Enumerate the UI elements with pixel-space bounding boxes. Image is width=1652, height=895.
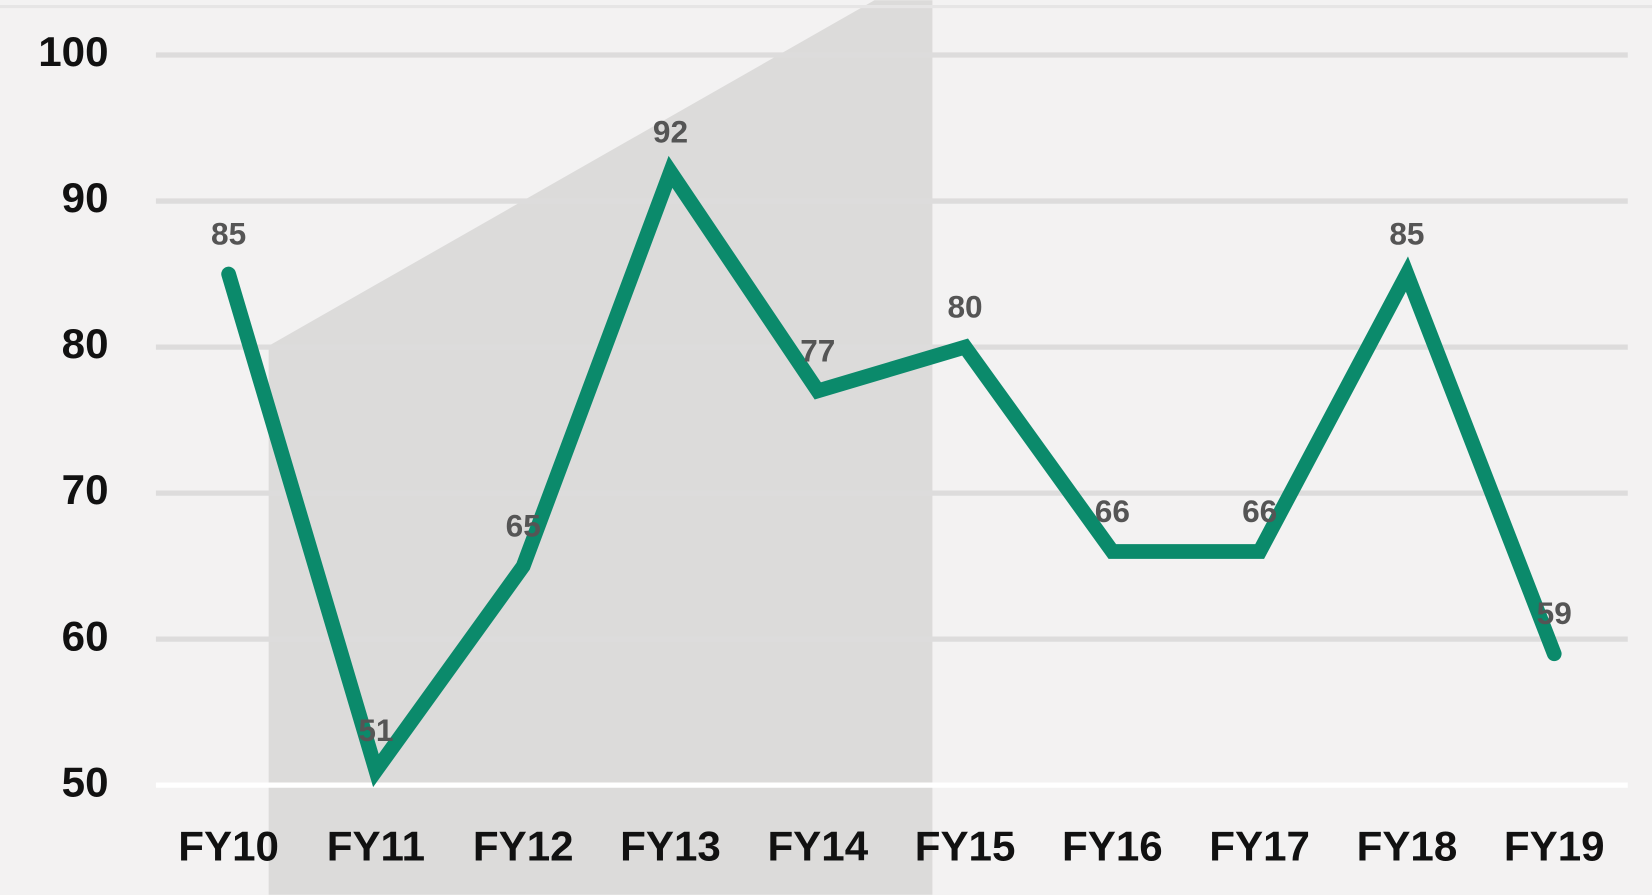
x-tick-label: FY17 bbox=[1209, 823, 1310, 870]
x-tick-label: FY14 bbox=[767, 823, 868, 870]
x-tick-label: FY19 bbox=[1504, 823, 1605, 870]
x-tick-label: FY11 bbox=[327, 823, 425, 870]
data-label: 66 bbox=[1242, 493, 1277, 529]
x-tick-label: FY16 bbox=[1062, 823, 1163, 870]
y-tick-label: 90 bbox=[62, 174, 109, 221]
data-label: 59 bbox=[1537, 595, 1572, 631]
y-tick-label: 50 bbox=[62, 758, 109, 805]
x-tick-label: FY15 bbox=[915, 823, 1016, 870]
y-tick-label: 70 bbox=[62, 466, 109, 513]
data-label: 77 bbox=[800, 332, 835, 368]
data-label: 85 bbox=[1389, 215, 1424, 251]
y-tick-label: 60 bbox=[62, 612, 109, 659]
data-label: 51 bbox=[358, 712, 393, 748]
x-tick-label: FY13 bbox=[620, 823, 721, 870]
line bbox=[221, 155, 1562, 788]
decor-shape bbox=[268, 0, 933, 895]
data-label: 80 bbox=[947, 289, 982, 325]
y-tick-label: 80 bbox=[62, 320, 109, 367]
data-label: 65 bbox=[506, 508, 541, 544]
data-label: 66 bbox=[1095, 493, 1130, 529]
x-tick-label: FY10 bbox=[178, 823, 279, 870]
data-label: 92 bbox=[653, 113, 688, 149]
x-tick-label: FY18 bbox=[1357, 823, 1458, 870]
data-label: 85 bbox=[211, 215, 246, 251]
y-tick-label: 100 bbox=[38, 28, 108, 75]
x-tick-label: FY12 bbox=[473, 823, 574, 870]
